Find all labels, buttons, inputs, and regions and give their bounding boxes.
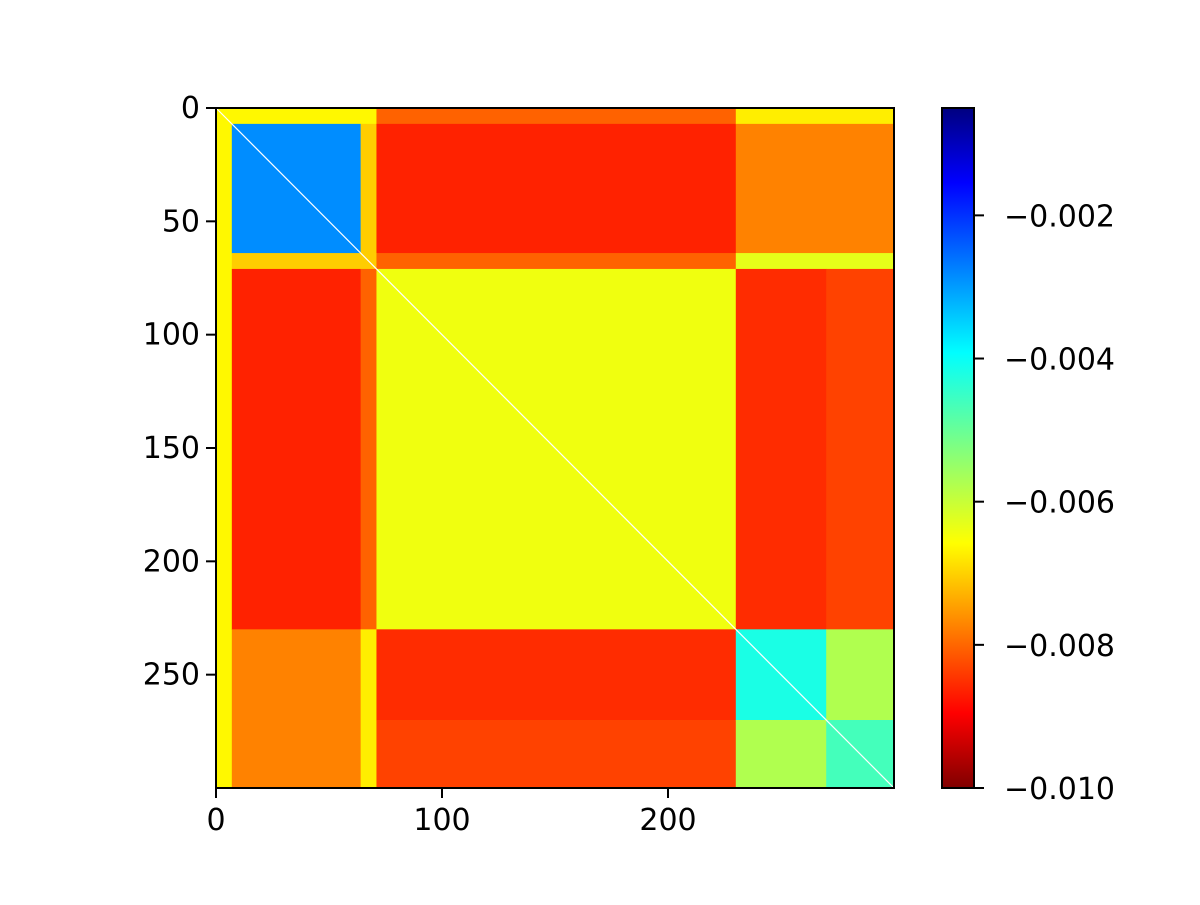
x-tick-label-100: 100 [413,803,470,838]
heatmap-block-19 [376,629,737,721]
heatmap-block-20 [376,720,737,789]
heatmap-block-4 [231,253,362,270]
heatmap-block-14 [231,629,362,789]
y-tick-label-150: 150 [143,431,200,466]
heatmap-block-17 [735,268,827,630]
colorbar [941,107,975,789]
heatmap-block-9 [376,253,737,270]
y-tick-label-100: 100 [143,318,200,353]
heatmap-block-5 [376,108,737,125]
x-axis: 0 100 200 [206,788,697,838]
colorbar-axis: −0.002 −0.004 −0.006 −0.008 −0.010 [974,199,1115,807]
colorbar-tick-label-3: −0.008 [1004,629,1115,664]
y-axis: 0 50 100 150 200 250 [143,91,216,693]
heatmap-diagonal [215,107,895,789]
y-tick-label-250: 250 [143,658,200,693]
y-tick-label-200: 200 [143,544,200,579]
heatmap-block-6 [376,123,737,254]
heatmap-block-1 [216,108,233,789]
y-tick-label-0: 0 [181,91,200,126]
heatmap-block-13 [735,123,895,254]
heatmap-block-22 [826,629,895,721]
colorbar-tick-label-1: −0.004 [1004,343,1115,378]
heatmap-block-10 [360,268,377,630]
heatmap-cells [216,108,895,789]
colorbar-tick-label-4: −0.010 [1004,772,1115,807]
colorbar-tick-label-0: −0.002 [1004,199,1115,234]
y-tick-label-50: 50 [162,204,200,239]
heatmap-block-7 [231,268,362,630]
colorbar-tick-label-2: −0.006 [1004,486,1115,521]
heatmap-block-12 [735,108,895,125]
heatmap-block-3 [360,123,377,254]
heatmap-block-15 [735,253,895,270]
heatmap-block-23 [735,720,827,789]
x-tick-label-200: 200 [639,803,696,838]
heatmap-block-18 [826,268,895,630]
x-tick-label-0: 0 [206,803,225,838]
heatmap-block-16 [360,629,377,789]
